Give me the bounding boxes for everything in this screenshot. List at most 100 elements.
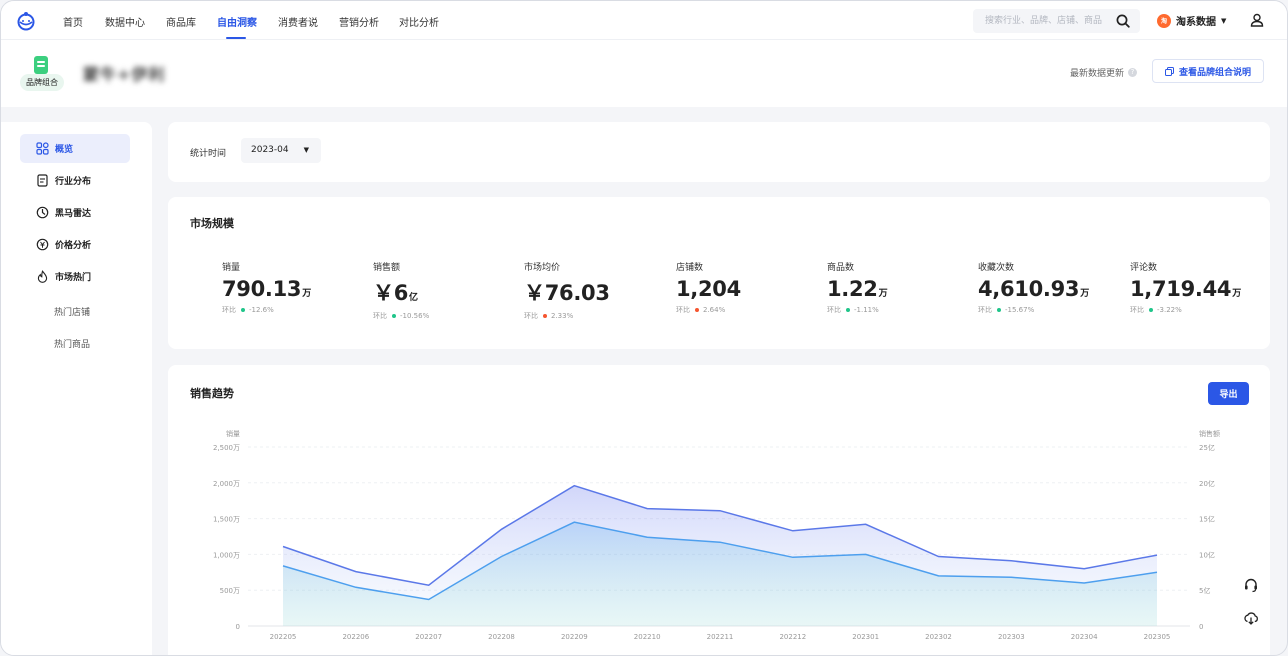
metric-label: 收藏次数 <box>978 263 1015 273</box>
sidebar-item-industry[interactable]: 行业分布 <box>20 166 130 195</box>
right-axis-tick-label: 0 <box>1199 623 1203 631</box>
metric-number: 1.22 <box>827 277 878 301</box>
search-input[interactable] <box>973 9 1103 33</box>
active-nav-indicator <box>226 37 246 39</box>
nav-item-2[interactable]: 商品库 <box>166 18 196 29</box>
view-combo-explanation-button[interactable]: 查看品牌组合说明 <box>1152 59 1264 83</box>
copy-icon <box>1164 66 1174 76</box>
sidebar-subitem-hot-products[interactable]: 热门商品 <box>54 340 91 350</box>
metric-unit: 万 <box>1080 289 1089 299</box>
brand-combo-label: 品牌组合 <box>20 74 64 91</box>
user-icon[interactable] <box>1250 13 1264 27</box>
compare-label: 环比 <box>676 306 690 314</box>
top-nav: 首页 数据中心 商品库 自由洞察 消费者说 营销分析 对比分析 淘 淘系数据 ▼ <box>1 1 1287 40</box>
trend-dot-icon <box>846 308 850 312</box>
right-axis-tick-label: 10亿 <box>1199 550 1215 559</box>
metric-label: 商品数 <box>827 263 855 273</box>
x-axis-tick-label: 202210 <box>634 633 661 641</box>
metric-number: 76.03 <box>544 281 610 305</box>
metric-change: 环比 -12.6% <box>222 305 311 315</box>
grid-icon <box>36 142 49 155</box>
metric-label: 销售额 <box>373 263 401 273</box>
x-axis-tick-label: 202206 <box>342 633 369 641</box>
sidebar-item-price[interactable]: 价格分析 <box>20 230 130 259</box>
data-update-info: 最新数据更新 ? <box>1070 66 1138 79</box>
nav-item-1[interactable]: 数据中心 <box>105 18 145 29</box>
left-axis-tick-label: 1,000万 <box>213 551 240 559</box>
metric-change-value: 2.33% <box>551 312 574 320</box>
x-axis-tick-label: 202303 <box>998 633 1025 641</box>
sidebar-subitem-hot-stores[interactable]: 热门店铺 <box>54 308 91 318</box>
sidebar-item-label: 行业分布 <box>55 177 92 187</box>
nav-item-0[interactable]: 首页 <box>63 18 83 29</box>
x-axis-tick-label: 202305 <box>1144 633 1171 641</box>
period-select[interactable]: 2023-04 ▼ <box>241 138 321 163</box>
sidebar-item-overview[interactable]: 概览 <box>20 134 130 163</box>
data-source-dropdown[interactable]: 淘 淘系数据 ▼ <box>1157 13 1226 28</box>
taobao-icon: 淘 <box>1157 13 1171 28</box>
metric-prefix: ￥ <box>524 281 545 305</box>
metric-label: 店铺数 <box>676 263 704 273</box>
sidebar-item-label: 黑马雷达 <box>55 209 92 219</box>
market-size-title: 市场规模 <box>190 217 234 230</box>
nav-item-6[interactable]: 对比分析 <box>399 18 439 29</box>
metric-value: 1,719.44万 <box>1130 277 1241 301</box>
compare-label: 环比 <box>1130 306 1144 314</box>
metric-change-value: -10.56% <box>400 312 430 320</box>
data-update-label: 最新数据更新 <box>1070 69 1125 79</box>
metric-change: 环比 -3.22% <box>1130 305 1241 315</box>
trend-dot-icon <box>241 308 245 312</box>
brand-combo-badge: 品牌组合 <box>20 54 64 92</box>
right-axis-tick-label: 20亿 <box>1199 479 1215 488</box>
compare-label: 环比 <box>524 312 538 320</box>
nav-item-5[interactable]: 营销分析 <box>339 18 379 29</box>
x-axis-tick-label: 202212 <box>779 633 806 641</box>
series-area-1 <box>283 522 1157 626</box>
nav-item-3[interactable]: 自由洞察 <box>217 18 257 29</box>
left-axis-label: 销量 <box>226 429 240 438</box>
x-axis-tick-label: 202205 <box>270 633 297 641</box>
left-axis-tick-label: 2,500万 <box>213 444 240 452</box>
metric-unit: 亿 <box>409 293 418 303</box>
metric-value: 790.13万 <box>222 277 311 301</box>
right-axis-label: 销售额 <box>1199 429 1220 438</box>
export-button[interactable]: 导出 <box>1208 382 1249 405</box>
sidebar-item-label: 概览 <box>55 145 74 155</box>
flame-icon <box>37 270 48 283</box>
sidebar-item-hot-market[interactable]: 市场热门 <box>20 262 130 291</box>
metric-number: 1,719.44 <box>1130 277 1232 301</box>
metric-change: 环比 2.64% <box>676 305 742 315</box>
download-button[interactable] <box>1237 604 1265 632</box>
search-icon[interactable] <box>1116 14 1130 28</box>
trend-dot-icon <box>392 314 396 318</box>
x-axis-tick-label: 202302 <box>925 633 952 641</box>
metric-value: ￥76.03 <box>524 277 611 307</box>
metric-label: 评论数 <box>1130 263 1158 273</box>
data-source-label: 淘系数据 <box>1176 17 1216 28</box>
metric-5: 收藏次数 4,610.93万 环比 -15.67% <box>978 260 1089 315</box>
metric-3: 店铺数 1,204 环比 2.64% <box>676 260 742 315</box>
right-axis-tick-label: 25亿 <box>1199 443 1215 452</box>
x-axis-tick-label: 202207 <box>415 633 442 641</box>
metric-number: 1,204 <box>676 277 741 301</box>
compare-label: 环比 <box>222 306 236 314</box>
logo-icon[interactable] <box>15 10 37 32</box>
page-header: 品牌组合 蒙牛+伊利 最新数据更新 ? 查看品牌组合说明 <box>1 40 1287 107</box>
nav-item-4[interactable]: 消费者说 <box>278 18 318 29</box>
customer-service-button[interactable] <box>1237 571 1265 599</box>
x-axis-tick-label: 202304 <box>1071 633 1098 641</box>
sidebar-item-dark-horse[interactable]: 黑马雷达 <box>20 198 130 227</box>
metric-number: 4,610.93 <box>978 277 1080 301</box>
sidebar-item-label: 市场热门 <box>55 273 92 283</box>
help-icon[interactable]: ? <box>1128 68 1138 77</box>
metric-unit: 万 <box>878 289 888 299</box>
metric-number: 790.13 <box>222 277 302 301</box>
radar-icon <box>36 206 49 219</box>
trend-dot-icon <box>997 308 1001 312</box>
metric-label: 市场均价 <box>524 263 561 273</box>
metric-change-value: 2.64% <box>703 306 726 314</box>
metric-0: 销量 790.13万 环比 -12.6% <box>222 260 311 315</box>
period-label: 统计时间 <box>190 149 227 159</box>
metric-change: 环比 -10.56% <box>373 311 429 321</box>
left-axis-tick-label: 1,500万 <box>213 516 240 524</box>
